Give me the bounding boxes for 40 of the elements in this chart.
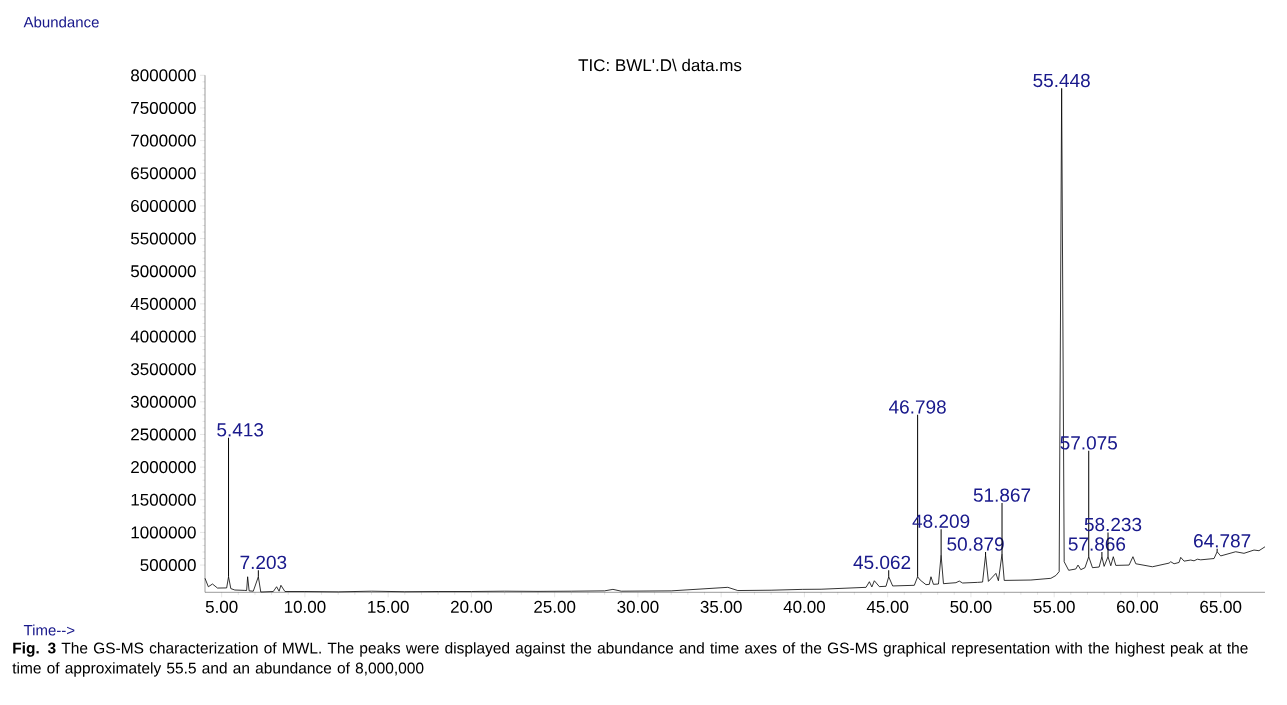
x-tick-label: 50.00 [950,600,992,613]
y-tick-label: 6500000 [131,167,196,180]
y-tick-label: 7500000 [131,101,196,114]
y-tick-label: 1000000 [131,526,196,539]
y-tick-label: 3500000 [130,363,196,376]
x-tick-label: 25.00 [534,600,576,613]
y-axis-title: Abundance [23,16,99,28]
annotation: 45.062 [853,555,911,570]
y-tick-label: 6000000 [131,199,196,212]
text: Fig. 3 The GS-MS characterization of MWL. The peaks were displayed against the abundance and time axes of the GS-MS graphical representation with the highest peak at the time of approximately 55.5 and an abundance of 8,000,000 [12,642,1248,677]
y-tick-label: 1500000 [131,493,196,506]
x-tick-label: 5.00 [205,600,238,613]
x-tick-label: 45.00 [866,600,909,613]
y-tick-label: 2000000 [131,461,196,474]
y-tick-label: 5500000 [130,232,196,245]
annotation: 7.203 [240,555,287,570]
x-axis-title: Time--> [23,624,75,636]
x-tick-label: 30.00 [617,600,659,613]
x-tick-label: 15.00 [368,600,409,613]
annotation: 55.448 [1033,73,1090,88]
annotation: 5.413 [217,423,264,437]
x-tick-label: 10.00 [284,600,326,613]
y-tick-label: 8000000 [131,69,196,82]
chart-title: TIC: BWL'.D\ data.ms [578,58,742,72]
x-tick-label: 55.00 [1033,600,1075,613]
y-tick-label: 4000000 [130,330,196,343]
x-tick-label: 40.00 [783,600,826,613]
x-tick-label: 20.00 [451,600,493,613]
y-tick-label: 2500000 [131,428,196,441]
x-tick-label: 60.00 [1117,600,1159,613]
y-tick-label: 500000 [140,559,196,572]
annotation: 46.798 [889,400,946,414]
y-tick-label: 5000000 [130,265,196,278]
y-tick-label: 7000000 [131,134,196,147]
y-tick-label: 4500000 [130,297,196,310]
annotation: 51.867 [973,488,1031,502]
annotation: 64.787 [1194,534,1251,548]
x-tick-label: 35.00 [700,600,742,613]
y-tick-label: 3000000 [130,395,196,408]
x-tick-label: 65.00 [1200,600,1242,613]
